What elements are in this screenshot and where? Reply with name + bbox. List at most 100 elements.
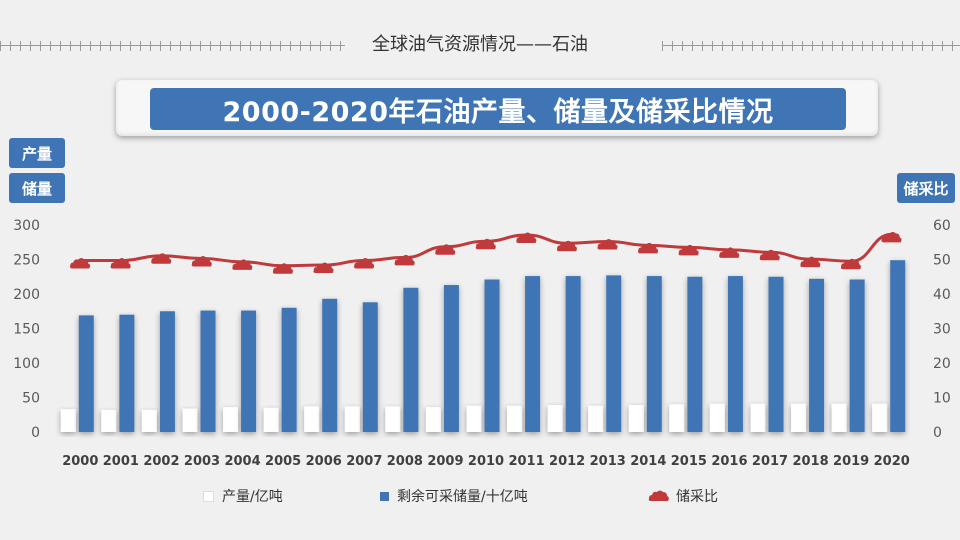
- reserves-bar: [281, 307, 297, 432]
- x-tick-label: 2008: [387, 454, 423, 469]
- x-tick-label: 2007: [346, 454, 382, 469]
- production-bar: [791, 403, 807, 432]
- legend-reserves: 剩余可采储量/十亿吨: [380, 486, 528, 506]
- x-tick-label: 2018: [792, 454, 828, 469]
- cloud-marker-icon: [475, 238, 496, 250]
- y-left-tick-label: 300: [13, 218, 40, 234]
- y-right-tick-label: 30: [933, 322, 951, 338]
- cloud-marker-icon: [800, 256, 821, 268]
- legend-rp-ratio: 储采比: [648, 486, 718, 506]
- y-left-tick-label: 50: [22, 391, 40, 407]
- legend-cloud-icon: [648, 490, 669, 501]
- cloud-marker-icon: [151, 253, 172, 264]
- cloud-marker-icon: [70, 258, 91, 269]
- reserves-bar: [565, 276, 581, 432]
- reserves-bar: [687, 276, 703, 432]
- y-left-tick-label: 100: [13, 356, 40, 372]
- reserves-bar: [727, 276, 743, 432]
- reserves-bar: [78, 315, 94, 432]
- cloud-marker-icon: [191, 255, 212, 267]
- legend-swatch-production: [203, 490, 214, 502]
- x-tick-label: 2003: [184, 454, 220, 469]
- reserves-bar: [443, 285, 459, 432]
- y-right-tick-label: 0: [933, 425, 942, 441]
- x-tick-label: 2006: [306, 454, 342, 469]
- x-tick-label: 2019: [833, 454, 869, 469]
- cloud-marker-icon: [110, 258, 131, 269]
- reserves-bar: [809, 278, 825, 432]
- cloud-marker-icon: [516, 232, 537, 244]
- production-bar: [466, 405, 482, 432]
- production-bar: [507, 405, 523, 432]
- legend-swatch-reserves: [380, 491, 389, 501]
- production-bar: [669, 404, 685, 432]
- rp-ratio-point: [435, 244, 456, 255]
- y-left-tick-label: 150: [13, 322, 40, 338]
- x-tick-label: 2010: [468, 454, 504, 469]
- cloud-marker-icon: [556, 240, 577, 252]
- y-right-tick-label: 10: [933, 391, 951, 407]
- y-right-tick-label: 50: [933, 253, 951, 269]
- production-bar: [60, 409, 76, 432]
- x-tick-label: 2002: [143, 454, 179, 469]
- rp-ratio-point: [759, 249, 780, 261]
- cloud-marker-icon: [435, 244, 456, 255]
- rp-ratio-point: [556, 240, 577, 252]
- cloud-marker-icon: [354, 258, 375, 269]
- rp-ratio-point: [70, 258, 91, 269]
- reserves-bar: [159, 311, 175, 432]
- reserves-bar: [119, 314, 135, 432]
- production-bar: [750, 403, 766, 432]
- cloud-marker-icon: [272, 263, 293, 274]
- ruler-right: [662, 41, 960, 51]
- rp-ratio-point: [638, 242, 659, 254]
- production-bar: [101, 409, 117, 432]
- cloud-marker-icon: [759, 249, 780, 261]
- rp-ratio-point: [516, 232, 537, 244]
- rp-ratio-point: [475, 238, 496, 250]
- cloud-marker-icon: [232, 259, 253, 270]
- y-left-tick-label: 0: [31, 425, 40, 441]
- legend-production: 产量/亿吨: [203, 486, 283, 506]
- y-left-tick-label: 200: [13, 287, 40, 303]
- production-bar: [831, 403, 847, 432]
- reserves-bar: [768, 276, 784, 432]
- rp-ratio-point: [881, 231, 902, 243]
- x-tick-label: 2017: [752, 454, 788, 469]
- reserves-bar: [890, 260, 906, 432]
- rp-ratio-point: [232, 259, 253, 270]
- rp-ratio-point: [313, 262, 334, 274]
- x-tick-label: 2005: [265, 454, 301, 469]
- reserves-bar: [484, 279, 500, 432]
- y-right-tick-label: 60: [933, 218, 951, 234]
- legend-label-rp-ratio: 储采比: [676, 489, 718, 505]
- production-bar: [588, 405, 604, 432]
- rp-ratio-point: [678, 244, 699, 256]
- reserves-bar: [606, 275, 622, 432]
- left-axis-tag-production: 产量: [9, 138, 65, 168]
- rp-ratio-point: [840, 258, 861, 270]
- ruler-left: [0, 41, 345, 51]
- x-tick-label: 2012: [549, 454, 585, 469]
- x-tick-label: 2015: [671, 454, 707, 469]
- production-bar: [263, 407, 279, 432]
- production-bar: [872, 403, 888, 432]
- production-bar: [709, 403, 725, 432]
- production-bar: [304, 406, 320, 432]
- rp-ratio-point: [800, 256, 821, 268]
- reserves-bar: [646, 276, 662, 432]
- right-axis-tag-rp-ratio: 储采比: [897, 173, 955, 203]
- x-tick-label: 2004: [224, 454, 260, 469]
- legend-label-production: 产量/亿吨: [222, 489, 283, 505]
- x-tick-label: 2001: [103, 454, 139, 469]
- rp-ratio-point: [110, 258, 131, 269]
- reserves-bar: [362, 302, 378, 432]
- rp-ratio-point: [394, 254, 415, 266]
- cloud-marker-icon: [313, 262, 334, 274]
- cloud-marker-icon: [719, 247, 740, 258]
- production-bar: [182, 408, 198, 432]
- y-right-tick-label: 40: [933, 287, 951, 303]
- reserves-bar: [322, 298, 338, 432]
- production-bar: [223, 407, 239, 432]
- reserves-bar: [241, 310, 257, 432]
